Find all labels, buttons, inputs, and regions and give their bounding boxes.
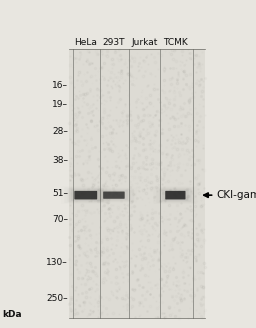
Bar [69,90,205,103]
Text: CKI-gamma1: CKI-gamma1 [216,190,256,200]
Text: 16–: 16– [52,81,68,90]
Bar [69,291,205,305]
Text: 70–: 70– [52,215,68,224]
Bar [69,224,205,237]
Bar [69,143,205,157]
Bar [69,76,205,90]
Bar [69,130,205,143]
Bar [69,184,205,197]
Bar [69,49,205,318]
Bar [69,305,205,318]
Bar [69,278,205,291]
Text: HeLa: HeLa [74,38,97,47]
Bar [69,251,205,264]
Text: 293T: 293T [103,38,125,47]
Bar [69,170,205,184]
Bar [69,63,205,76]
FancyBboxPatch shape [103,192,125,199]
Text: kDa: kDa [3,310,22,319]
Bar [69,264,205,278]
Text: 250–: 250– [46,294,68,303]
Bar [69,237,205,251]
Text: 28–: 28– [52,127,68,136]
Text: 51–: 51– [52,189,68,198]
Bar [69,157,205,170]
Text: Jurkat: Jurkat [131,38,158,47]
Bar [69,103,205,116]
Text: 130–: 130– [46,258,68,267]
Bar [69,211,205,224]
Text: 19–: 19– [52,100,68,110]
FancyBboxPatch shape [165,191,185,199]
FancyBboxPatch shape [74,191,97,199]
Bar [69,116,205,130]
Text: 38–: 38– [52,156,68,165]
Bar [69,49,205,63]
Text: TCMK: TCMK [163,38,188,47]
Bar [69,197,205,211]
